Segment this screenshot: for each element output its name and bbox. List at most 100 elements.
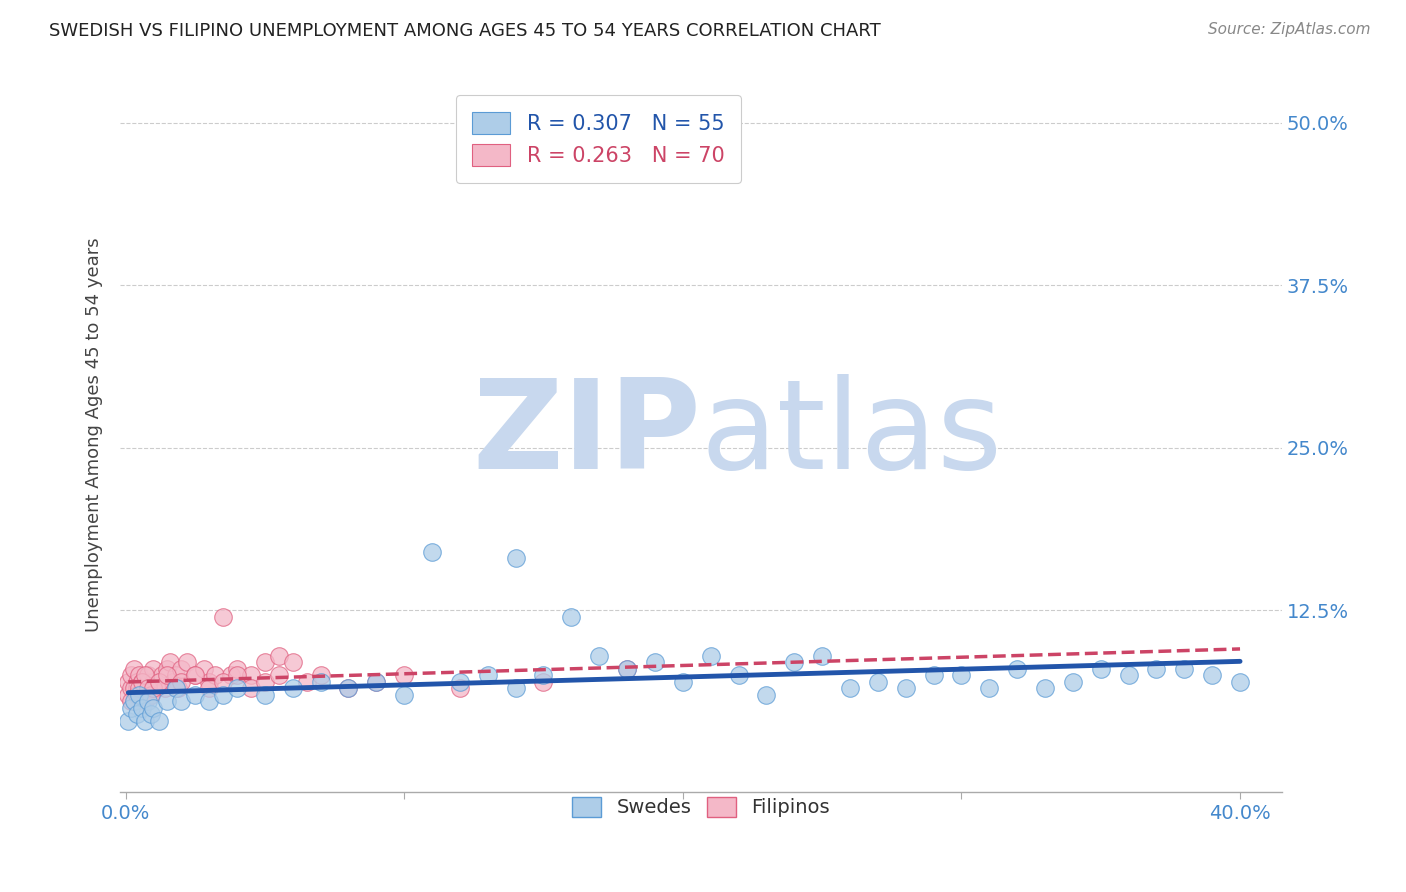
Point <box>122 694 145 708</box>
Point <box>117 674 139 689</box>
Point <box>125 706 148 721</box>
Point <box>212 609 235 624</box>
Point <box>672 674 695 689</box>
Point <box>128 681 150 695</box>
Point <box>979 681 1001 695</box>
Point <box>239 681 262 695</box>
Point <box>281 655 304 669</box>
Point <box>170 674 193 689</box>
Point <box>122 662 145 676</box>
Point <box>699 648 721 663</box>
Point <box>120 681 142 695</box>
Point <box>392 668 415 682</box>
Point <box>122 694 145 708</box>
Point <box>1033 681 1056 695</box>
Point <box>148 674 170 689</box>
Point <box>120 668 142 682</box>
Point <box>184 668 207 682</box>
Point <box>153 681 176 695</box>
Point <box>198 681 221 695</box>
Point <box>128 688 150 702</box>
Point <box>221 668 243 682</box>
Point <box>148 674 170 689</box>
Point <box>1062 674 1084 689</box>
Point <box>117 714 139 728</box>
Point <box>253 674 276 689</box>
Point <box>866 674 889 689</box>
Point <box>337 681 360 695</box>
Point <box>239 668 262 682</box>
Point <box>839 681 862 695</box>
Point <box>176 655 198 669</box>
Point <box>1146 662 1168 676</box>
Point <box>644 655 666 669</box>
Text: SWEDISH VS FILIPINO UNEMPLOYMENT AMONG AGES 45 TO 54 YEARS CORRELATION CHART: SWEDISH VS FILIPINO UNEMPLOYMENT AMONG A… <box>49 22 882 40</box>
Point <box>165 681 187 695</box>
Point <box>193 662 215 676</box>
Point <box>167 681 190 695</box>
Point <box>616 662 638 676</box>
Point <box>131 681 153 695</box>
Point <box>366 674 388 689</box>
Point <box>139 706 162 721</box>
Text: Source: ZipAtlas.com: Source: ZipAtlas.com <box>1208 22 1371 37</box>
Point <box>128 668 150 682</box>
Point <box>309 674 332 689</box>
Point <box>136 681 159 695</box>
Point <box>170 662 193 676</box>
Y-axis label: Unemployment Among Ages 45 to 54 years: Unemployment Among Ages 45 to 54 years <box>86 237 103 632</box>
Point <box>449 681 471 695</box>
Point <box>281 681 304 695</box>
Point <box>134 714 156 728</box>
Point <box>1090 662 1112 676</box>
Point <box>136 694 159 708</box>
Point <box>253 655 276 669</box>
Point <box>755 688 778 702</box>
Point <box>253 688 276 702</box>
Point <box>533 674 555 689</box>
Point <box>420 544 443 558</box>
Point <box>337 681 360 695</box>
Point <box>267 668 290 682</box>
Point <box>184 668 207 682</box>
Point <box>212 688 235 702</box>
Point <box>128 688 150 702</box>
Point <box>533 668 555 682</box>
Point <box>134 668 156 682</box>
Point <box>366 674 388 689</box>
Point <box>156 668 179 682</box>
Point <box>267 648 290 663</box>
Point <box>125 674 148 689</box>
Point <box>148 714 170 728</box>
Point <box>295 674 318 689</box>
Point <box>309 668 332 682</box>
Point <box>117 688 139 702</box>
Point <box>120 694 142 708</box>
Point <box>156 662 179 676</box>
Point <box>142 662 165 676</box>
Point <box>212 674 235 689</box>
Point <box>477 668 499 682</box>
Point <box>122 681 145 695</box>
Point <box>162 674 184 689</box>
Point <box>811 648 834 663</box>
Point <box>170 694 193 708</box>
Point <box>145 681 167 695</box>
Point <box>783 655 806 669</box>
Point <box>226 668 249 682</box>
Point <box>950 668 973 682</box>
Point <box>1118 668 1140 682</box>
Point <box>560 609 582 624</box>
Point <box>198 694 221 708</box>
Point <box>120 700 142 714</box>
Text: atlas: atlas <box>702 375 1002 495</box>
Point <box>156 694 179 708</box>
Point <box>922 668 945 682</box>
Point <box>125 681 148 695</box>
Point <box>204 668 226 682</box>
Point <box>894 681 917 695</box>
Point <box>131 674 153 689</box>
Point <box>505 681 527 695</box>
Point <box>136 674 159 689</box>
Point <box>1229 674 1251 689</box>
